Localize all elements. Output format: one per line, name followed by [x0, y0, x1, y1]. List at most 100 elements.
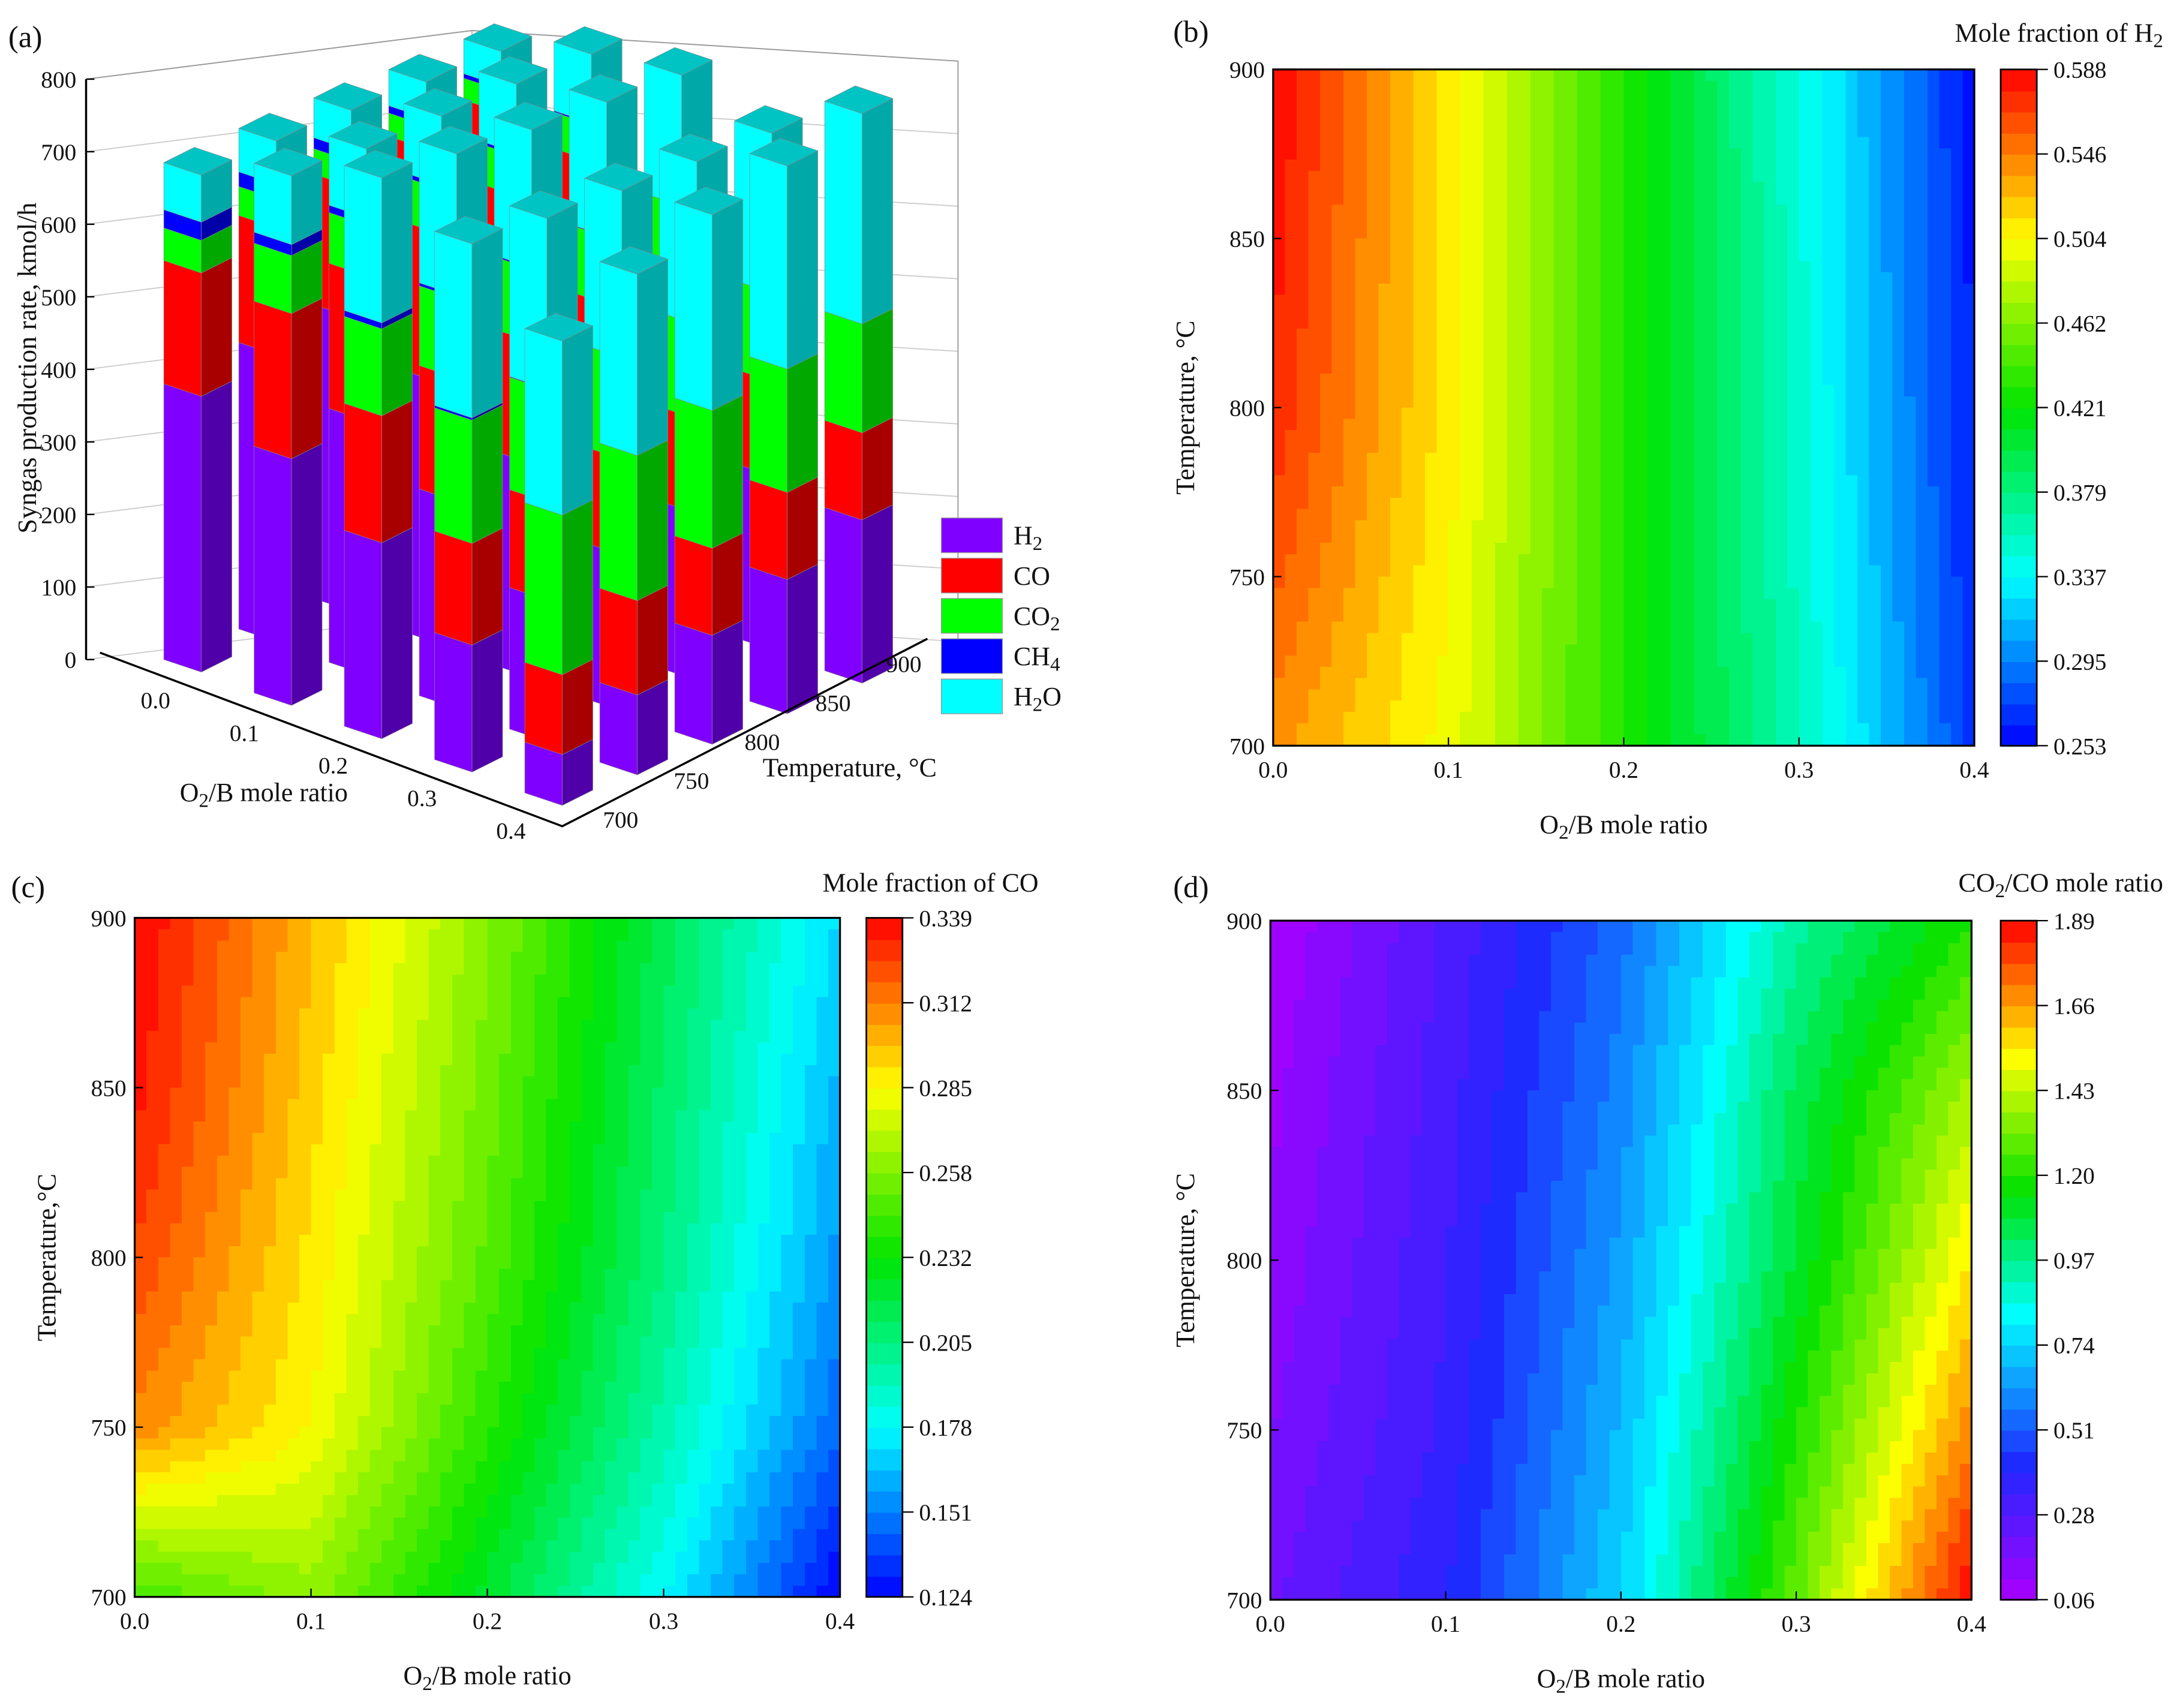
y-tick-label: 700 — [603, 807, 638, 833]
contour-cell — [228, 1008, 242, 1021]
bar-top — [509, 190, 578, 219]
contour-cell — [1869, 700, 1882, 713]
contour-cell — [1892, 317, 1905, 330]
contour-cell — [158, 1348, 171, 1360]
contour-cell — [146, 1212, 160, 1225]
contour-cell — [240, 1506, 253, 1519]
contour-cell — [146, 1348, 160, 1360]
contour-cell — [311, 1087, 324, 1100]
contour-cell — [1775, 441, 1788, 454]
contour-cell — [1869, 216, 1882, 228]
contour-cell — [1553, 103, 1566, 116]
contour-cell — [1845, 170, 1859, 184]
contour-cell — [1611, 419, 1625, 431]
contour-cell — [1822, 520, 1835, 533]
contour-cell — [1939, 655, 1952, 668]
contour-cell — [1799, 497, 1812, 510]
contour-cell — [1425, 531, 1438, 544]
contour-cell — [1845, 565, 1859, 578]
colorbar-tick-label: 0.504 — [2053, 226, 2107, 252]
contour-cell — [1705, 565, 1718, 578]
contour-cell — [299, 1472, 312, 1485]
contour-cell — [1472, 734, 1485, 747]
contour-cell — [1799, 441, 1812, 454]
contour-cell — [1542, 599, 1554, 612]
contour-cell — [1308, 497, 1321, 510]
contour-cell — [1717, 509, 1730, 521]
contour-cell — [1530, 543, 1543, 555]
contour-cell — [1904, 644, 1917, 657]
contour-cell — [1670, 69, 1683, 82]
contour-cell — [264, 1020, 277, 1032]
contour-cell — [1378, 464, 1391, 476]
contour-cell — [170, 1563, 183, 1575]
contour-cell — [287, 1325, 300, 1338]
contour-cell — [1764, 114, 1777, 127]
contour-cell — [1308, 306, 1321, 318]
contour-cell — [1425, 666, 1438, 679]
contour-cell — [1472, 678, 1485, 690]
bar-segment-co2-side — [471, 404, 503, 544]
contour-cell — [193, 1336, 206, 1349]
contour-cell — [1857, 666, 1871, 679]
contour-cell — [1694, 689, 1707, 702]
contour-cell — [1519, 464, 1531, 476]
contour-cell — [1799, 543, 1812, 555]
contour-cell — [1355, 531, 1368, 544]
contour-cell — [1542, 610, 1554, 623]
contour-cell — [1740, 103, 1754, 116]
contour-cell — [1811, 599, 1824, 612]
contour-cell — [1892, 125, 1905, 138]
contour-cell — [1647, 419, 1660, 431]
contour-cell — [1366, 734, 1379, 747]
contour-cell — [275, 1359, 288, 1372]
contour-cell — [1296, 103, 1309, 116]
contour-cell — [1705, 475, 1718, 488]
contour-cell — [1694, 666, 1707, 679]
contour-cell — [1425, 103, 1438, 116]
contour-cell — [228, 1529, 242, 1541]
contour-cell — [181, 1574, 194, 1587]
contour-cell — [275, 1257, 288, 1270]
contour-cell — [1390, 306, 1403, 318]
contour-cell — [275, 1042, 288, 1055]
contour-cell — [1366, 261, 1379, 273]
contour-cell — [228, 1133, 242, 1145]
contour-cell — [158, 1461, 171, 1474]
contour-cell — [287, 1099, 300, 1111]
contour-cell — [1343, 193, 1356, 206]
contour-cell — [1623, 576, 1637, 589]
contour-cell — [1694, 486, 1707, 499]
contour-cell — [1775, 486, 1788, 499]
contour-cell — [1869, 441, 1882, 454]
contour-cell — [1519, 723, 1531, 735]
contour-cell — [1296, 441, 1309, 454]
contour-cell — [181, 1336, 194, 1349]
contour-cell — [1611, 103, 1625, 116]
contour-cell — [1448, 396, 1462, 408]
contour-cell — [1670, 329, 1683, 341]
contour-cell — [1296, 452, 1309, 465]
contour-cell — [1623, 565, 1637, 578]
contour-cell — [217, 1415, 230, 1429]
contour-cell — [311, 1348, 324, 1360]
contour-cell — [1436, 384, 1450, 398]
contour-cell — [264, 1348, 277, 1360]
contour-cell — [1611, 712, 1625, 724]
contour-cell — [1402, 114, 1415, 127]
contour-cell — [264, 974, 277, 987]
contour-cell — [1425, 407, 1438, 420]
contour-cell — [205, 1178, 218, 1190]
contour-cell — [1611, 249, 1625, 262]
contour-cell — [1553, 588, 1566, 600]
contour-cell — [1436, 655, 1450, 668]
contour-cell — [1402, 599, 1415, 612]
contour-cell — [1542, 464, 1554, 476]
contour-cell — [1390, 565, 1403, 578]
contour-cell — [299, 1438, 312, 1451]
contour-cell — [1355, 621, 1368, 634]
contour-cell — [1799, 92, 1812, 104]
contour-cell — [1799, 396, 1812, 408]
contour-cell — [1647, 464, 1660, 476]
contour-cell — [1588, 216, 1601, 228]
